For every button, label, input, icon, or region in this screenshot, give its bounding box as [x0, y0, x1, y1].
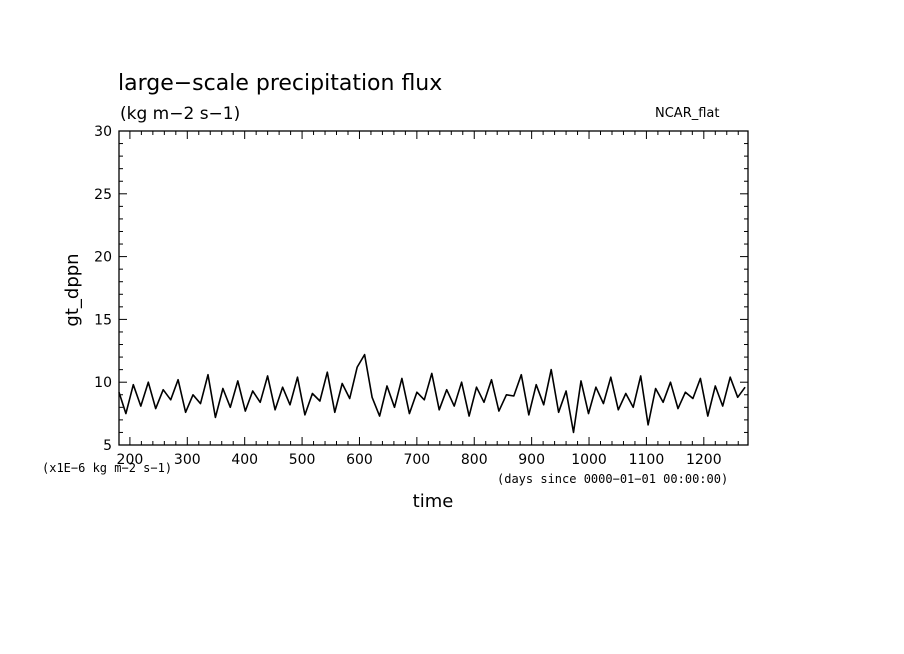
x-tick-label: 700	[403, 452, 430, 468]
y-tick-label: 10	[94, 375, 112, 391]
y-tick-label: 15	[94, 312, 112, 328]
axis-ticks	[119, 130, 748, 446]
x-tick-label: 1200	[686, 452, 722, 468]
x-tick-label: 200	[117, 452, 144, 468]
x-tick-label: 1000	[571, 452, 607, 468]
x-tick-label: 400	[231, 452, 258, 468]
y-tick-label: 30	[94, 124, 112, 140]
y-tick-labels: 5 10 15 20 25 30	[94, 124, 112, 454]
chart-title: large−scale precipitation flux	[118, 71, 442, 96]
x-tick-label: 300	[174, 452, 201, 468]
y-scale-note: (x1E−6 kg m−2 s−1)	[42, 461, 172, 475]
x-axis-label: time	[413, 491, 454, 512]
x-tick-label: 900	[518, 452, 545, 468]
x-unit-note: (days since 0000−01−01 00:00:00)	[497, 472, 728, 486]
chart-units: (kg m−2 s−1)	[120, 104, 240, 124]
x-tick-labels: 200 300 400 500 600 700 800 900 1000 1100 1200	[117, 452, 722, 468]
x-tick-label: 600	[346, 452, 373, 468]
x-tick-label: 500	[289, 452, 316, 468]
series-line	[118, 353, 746, 434]
x-tick-label: 800	[461, 452, 488, 468]
plot-frame	[118, 130, 749, 446]
y-tick-label: 5	[103, 438, 112, 454]
chart-tag: NCAR_flat	[655, 106, 719, 121]
y-axis-label: gt_dppn	[62, 253, 83, 326]
x-tick-label: 1100	[629, 452, 665, 468]
y-tick-label: 25	[94, 187, 112, 203]
y-tick-label: 20	[94, 250, 112, 266]
